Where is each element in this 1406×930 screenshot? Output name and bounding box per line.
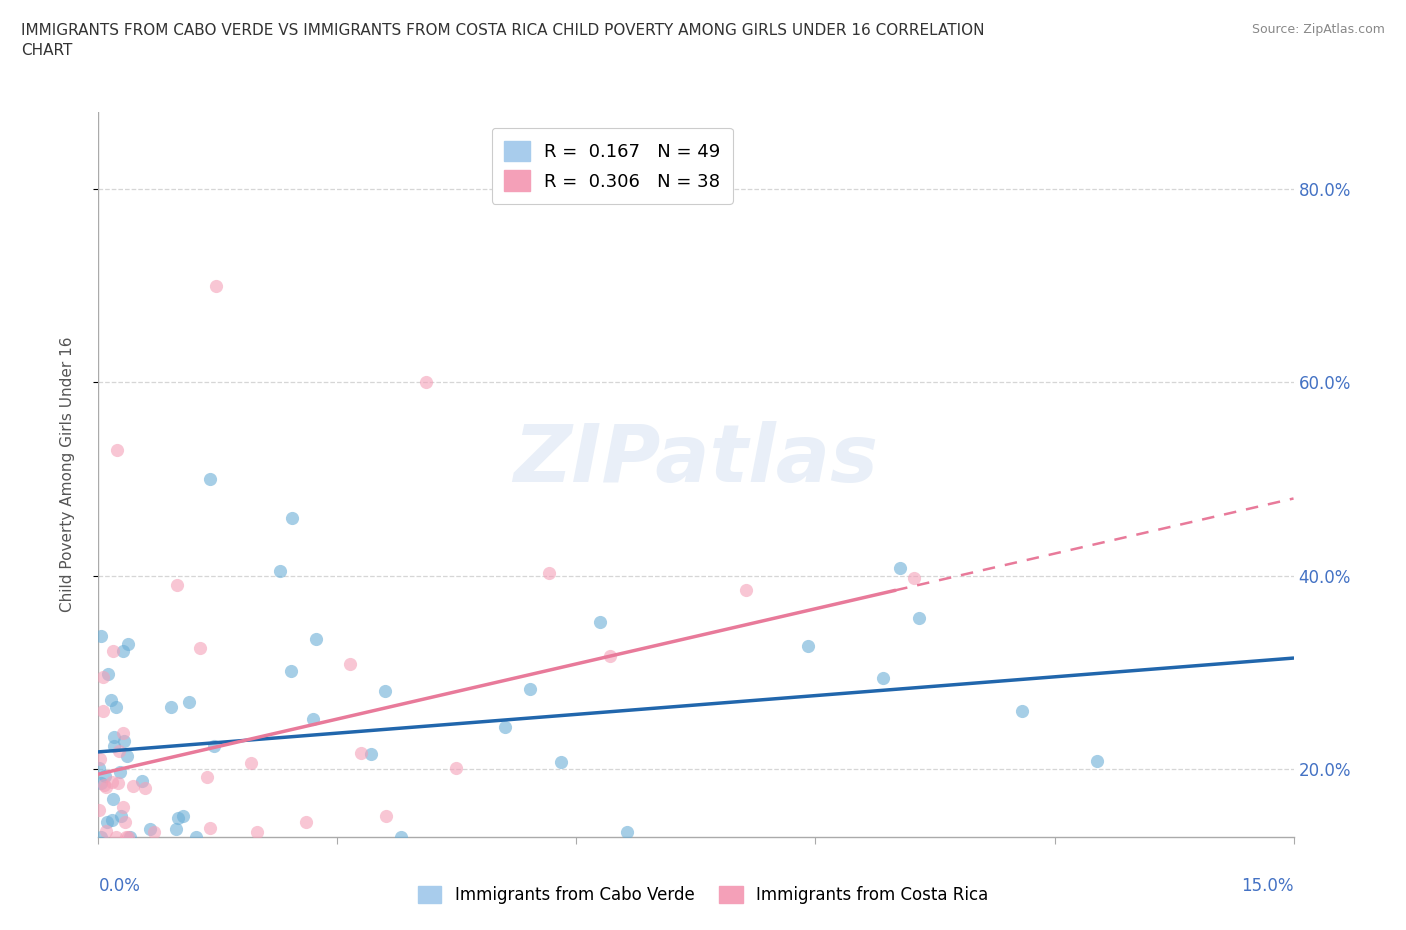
Text: IMMIGRANTS FROM CABO VERDE VS IMMIGRANTS FROM COSTA RICA CHILD POVERTY AMONG GIR: IMMIGRANTS FROM CABO VERDE VS IMMIGRANTS… bbox=[21, 23, 984, 58]
Point bbox=[97, 667, 120, 682]
Point bbox=[295, 815, 318, 830]
Point bbox=[872, 671, 894, 685]
Point bbox=[112, 800, 135, 815]
Point bbox=[172, 809, 194, 824]
Point bbox=[204, 278, 226, 293]
Point bbox=[143, 825, 166, 840]
Point bbox=[90, 628, 112, 643]
Point bbox=[108, 764, 131, 779]
Point bbox=[104, 830, 127, 844]
Point bbox=[105, 443, 128, 458]
Point bbox=[177, 695, 200, 710]
Point bbox=[131, 773, 153, 788]
Point bbox=[339, 657, 361, 671]
Point bbox=[89, 830, 111, 844]
Point bbox=[374, 684, 396, 698]
Y-axis label: Child Poverty Among Girls Under 16: Child Poverty Among Girls Under 16 bbox=[60, 337, 75, 612]
Point bbox=[103, 730, 125, 745]
Point bbox=[89, 761, 111, 776]
Point bbox=[240, 755, 263, 770]
Point bbox=[415, 375, 437, 390]
Point bbox=[202, 738, 225, 753]
Point bbox=[100, 693, 122, 708]
Point bbox=[184, 830, 207, 844]
Point bbox=[350, 746, 373, 761]
Point bbox=[1011, 704, 1033, 719]
Point bbox=[165, 821, 187, 836]
Point bbox=[195, 769, 218, 784]
Point bbox=[91, 670, 114, 684]
Point bbox=[188, 641, 211, 656]
Point bbox=[118, 830, 141, 844]
Point bbox=[104, 700, 127, 715]
Point bbox=[588, 615, 610, 630]
Point bbox=[117, 637, 139, 652]
Text: Source: ZipAtlas.com: Source: ZipAtlas.com bbox=[1251, 23, 1385, 36]
Point bbox=[599, 648, 621, 663]
Point bbox=[1085, 753, 1108, 768]
Point bbox=[889, 561, 911, 576]
Point bbox=[134, 781, 156, 796]
Point bbox=[519, 682, 541, 697]
Point bbox=[87, 803, 110, 817]
Point bbox=[616, 825, 638, 840]
Point bbox=[537, 565, 560, 580]
Point bbox=[101, 775, 124, 790]
Point bbox=[94, 824, 117, 839]
Point bbox=[93, 778, 115, 793]
Point bbox=[305, 631, 328, 646]
Point bbox=[111, 725, 134, 740]
Point bbox=[198, 472, 221, 486]
Point bbox=[302, 711, 325, 726]
Point bbox=[89, 751, 111, 766]
Point bbox=[269, 564, 291, 578]
Point bbox=[360, 747, 382, 762]
Point bbox=[91, 703, 114, 718]
Point bbox=[107, 776, 129, 790]
Point bbox=[114, 830, 136, 844]
Point bbox=[114, 815, 136, 830]
Point bbox=[494, 720, 516, 735]
Point bbox=[246, 825, 269, 840]
Point bbox=[101, 812, 124, 827]
Point bbox=[281, 511, 304, 525]
Point bbox=[907, 610, 929, 625]
Point bbox=[122, 779, 145, 794]
Point bbox=[101, 644, 124, 658]
Point bbox=[375, 809, 398, 824]
Point bbox=[166, 578, 188, 592]
Legend: Immigrants from Cabo Verde, Immigrants from Costa Rica: Immigrants from Cabo Verde, Immigrants f… bbox=[411, 879, 995, 910]
Point bbox=[117, 749, 139, 764]
Point bbox=[103, 738, 125, 753]
Point bbox=[96, 815, 118, 830]
Point bbox=[280, 664, 302, 679]
Point bbox=[198, 820, 221, 835]
Point bbox=[94, 769, 117, 784]
Point bbox=[734, 582, 756, 597]
Point bbox=[108, 743, 131, 758]
Point bbox=[160, 699, 183, 714]
Point bbox=[903, 570, 925, 585]
Point bbox=[112, 644, 135, 658]
Point bbox=[117, 830, 139, 844]
Text: 0.0%: 0.0% bbox=[98, 877, 141, 895]
Point bbox=[796, 639, 818, 654]
Point bbox=[112, 734, 135, 749]
Point bbox=[90, 776, 112, 790]
Point bbox=[110, 808, 132, 823]
Point bbox=[389, 830, 412, 844]
Point bbox=[550, 754, 572, 769]
Point bbox=[94, 779, 117, 794]
Legend: R =  0.167   N = 49, R =  0.306   N = 38: R = 0.167 N = 49, R = 0.306 N = 38 bbox=[492, 128, 733, 204]
Text: 15.0%: 15.0% bbox=[1241, 877, 1294, 895]
Point bbox=[101, 791, 124, 806]
Text: ZIPatlas: ZIPatlas bbox=[513, 420, 879, 498]
Point bbox=[167, 811, 190, 826]
Point bbox=[446, 760, 468, 775]
Point bbox=[139, 822, 162, 837]
